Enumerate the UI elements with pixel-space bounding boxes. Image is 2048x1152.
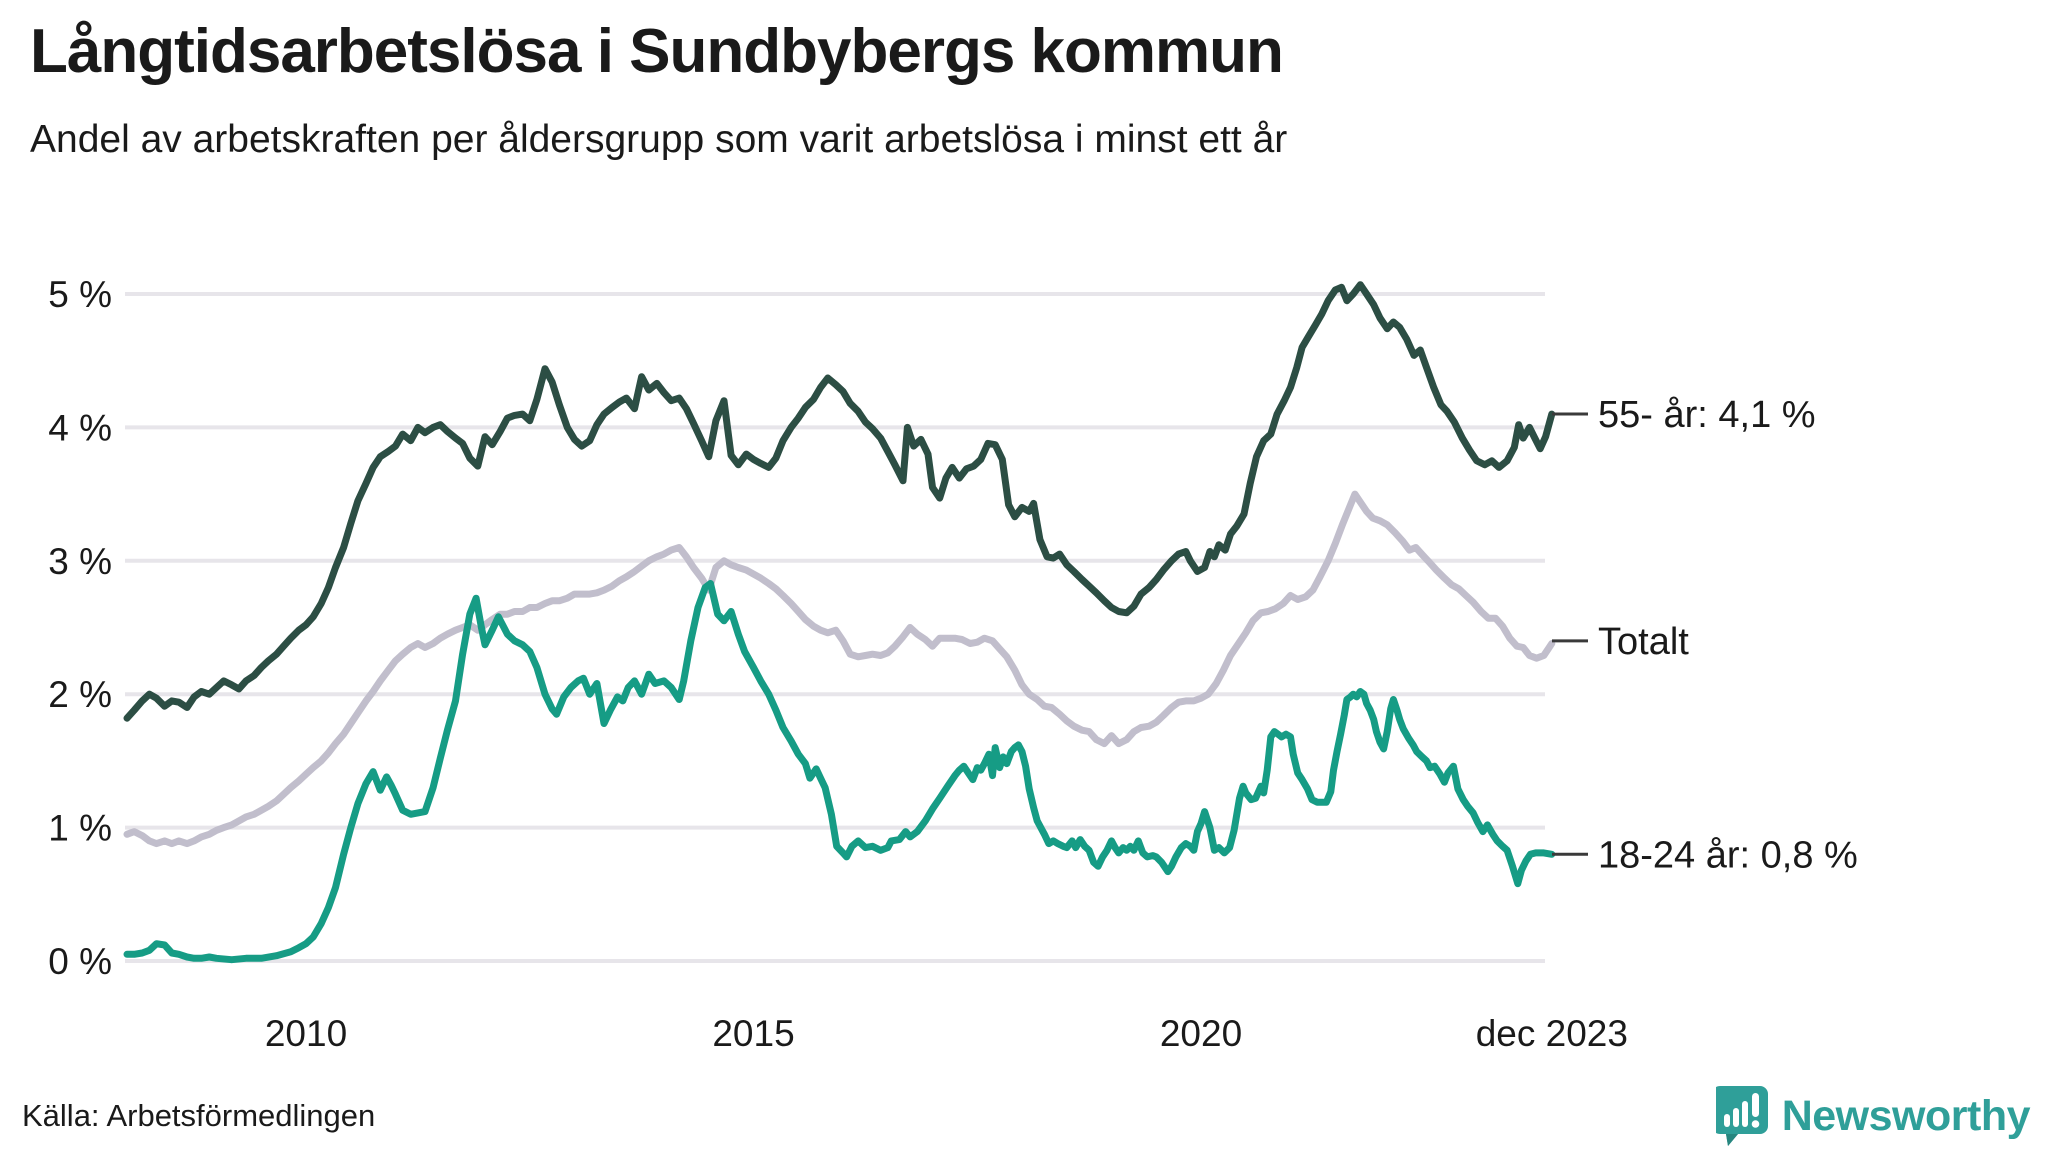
y-axis-tick-label: 3 % xyxy=(48,541,112,582)
y-axis-tick-label: 4 % xyxy=(48,407,112,448)
series-end-label: 18-24 år: 0,8 % xyxy=(1598,834,1858,876)
series-end-label: Totalt xyxy=(1598,621,1689,663)
x-axis-tick-label: 2010 xyxy=(265,1013,347,1054)
page-title: Långtidsarbetslösa i Sundbybergs kommun xyxy=(30,17,1284,86)
y-axis-tick-label: 2 % xyxy=(48,674,112,715)
bar-chart-speech-bubble-icon xyxy=(1715,1086,1768,1146)
series-end-label: 55- år: 4,1 % xyxy=(1598,394,1816,436)
series-line-totalt xyxy=(123,490,1556,848)
chart-subtitle: Andel av arbetskraften per åldersgrupp s… xyxy=(30,118,1288,161)
x-axis-tick-label: 2020 xyxy=(1160,1013,1242,1054)
series-line-55-r xyxy=(123,281,1556,722)
source-note: Källa: Arbetsförmedlingen xyxy=(22,1098,376,1133)
brand-name: Newsworthy xyxy=(1781,1091,2031,1140)
y-axis-tick-label: 5 % xyxy=(48,274,112,315)
x-axis-tick-label: 2015 xyxy=(712,1013,794,1054)
x-axis-tick-label: dec 2023 xyxy=(1476,1013,1628,1054)
y-axis-tick-label: 1 % xyxy=(48,808,112,849)
line-chart: 0 % 1 % 2 % 3 % 4 % 5 % 2010 2015 2020 dec 2023 To… xyxy=(48,274,1858,1054)
y-axis-tick-label: 0 % xyxy=(48,941,112,982)
newsworthy-logo: Newsworthy xyxy=(1715,1084,2031,1148)
series-line-18-24-r xyxy=(123,580,1556,964)
